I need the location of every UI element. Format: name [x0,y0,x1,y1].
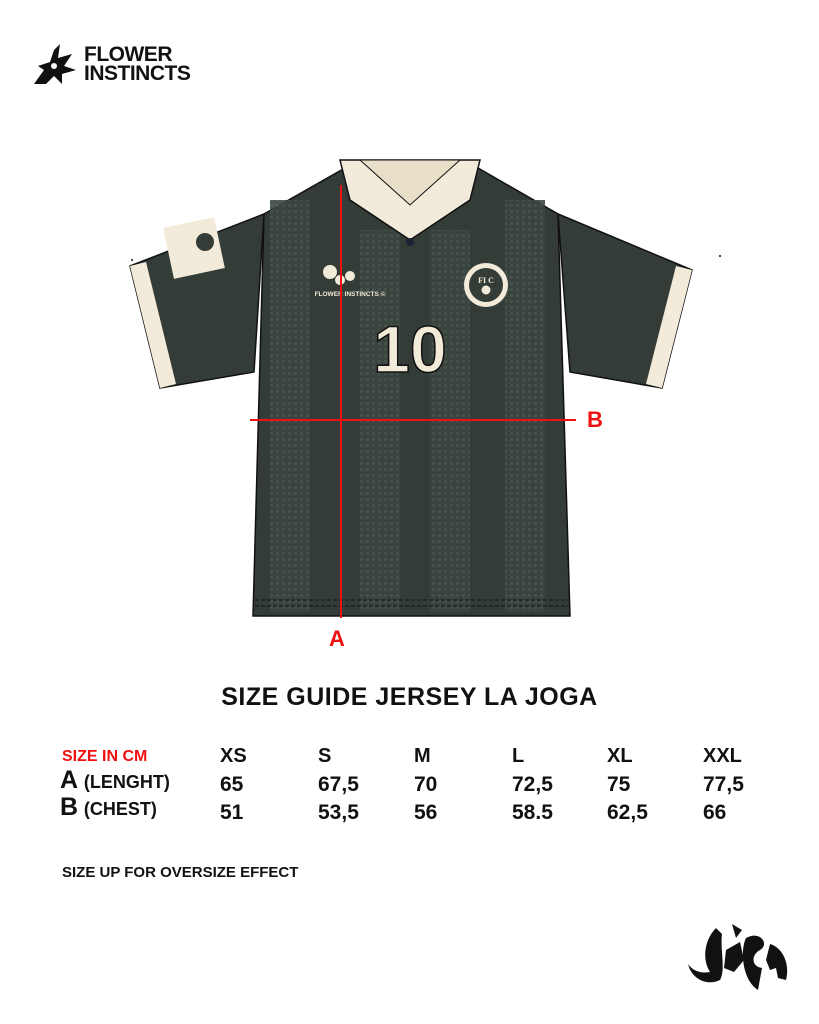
unit-label: SIZE IN CM [62,748,148,765]
table-cell: 65 [220,773,244,796]
table-row-label: B (CHEST) [60,793,157,822]
la-joga-logo [688,924,788,990]
sleeve-patch-icon [163,217,225,279]
crest-letters: FI C [478,276,494,285]
dot-mark [719,255,721,257]
collar-inner [358,159,462,206]
size-header: XXL [703,745,742,767]
page-title: SIZE GUIDE JERSEY LA JOGA [221,683,598,711]
table-cell: 53,5 [318,801,359,824]
jersey-illustration: FLOWER INSTINCTS © FI C 10 [129,159,721,618]
row-letter: A [60,766,79,794]
table-cell: 77,5 [703,773,744,796]
button-icon [406,238,414,246]
brand-name-line1: FLOWER [84,43,172,66]
row-name: (CHEST) [83,799,157,819]
size-header: XS [220,745,247,767]
left-cuff [130,262,176,388]
table-cell: 67,5 [318,773,359,796]
row-name: (LENGHT) [83,772,170,792]
crest-icon [464,263,508,307]
table-row-label: A (LENGHT) [60,766,170,795]
table-cell: 58.5 [512,801,553,824]
sleeve-patch-ball-icon [196,233,214,251]
size-header: S [318,745,332,767]
table-cell: 75 [607,773,631,796]
dimension-label-b: B [587,407,603,432]
brand-logo: FLOWER INSTINCTS [32,42,191,86]
table-cell: 56 [414,801,438,824]
row-letter: B [60,793,79,821]
right-cuff [646,266,692,388]
size-note: SIZE UP FOR OVERSIZE EFFECT [62,864,299,881]
chest-brand-text: FLOWER INSTINCTS © [315,290,386,298]
table-cell: 51 [220,801,244,824]
size-header: M [414,745,431,767]
jersey-number: 10 [373,312,446,386]
flower-logo-icon [34,44,76,84]
size-header: XL [607,745,633,767]
table-cell: 66 [703,801,727,824]
table-cell: 72,5 [512,773,553,796]
dimension-label-a: A [329,626,345,651]
table-cell: 62,5 [607,801,648,824]
brand-name-line2: INSTINCTS [84,62,191,85]
dot-mark [131,259,133,261]
size-header: L [512,745,525,767]
table-cell: 70 [414,773,438,796]
